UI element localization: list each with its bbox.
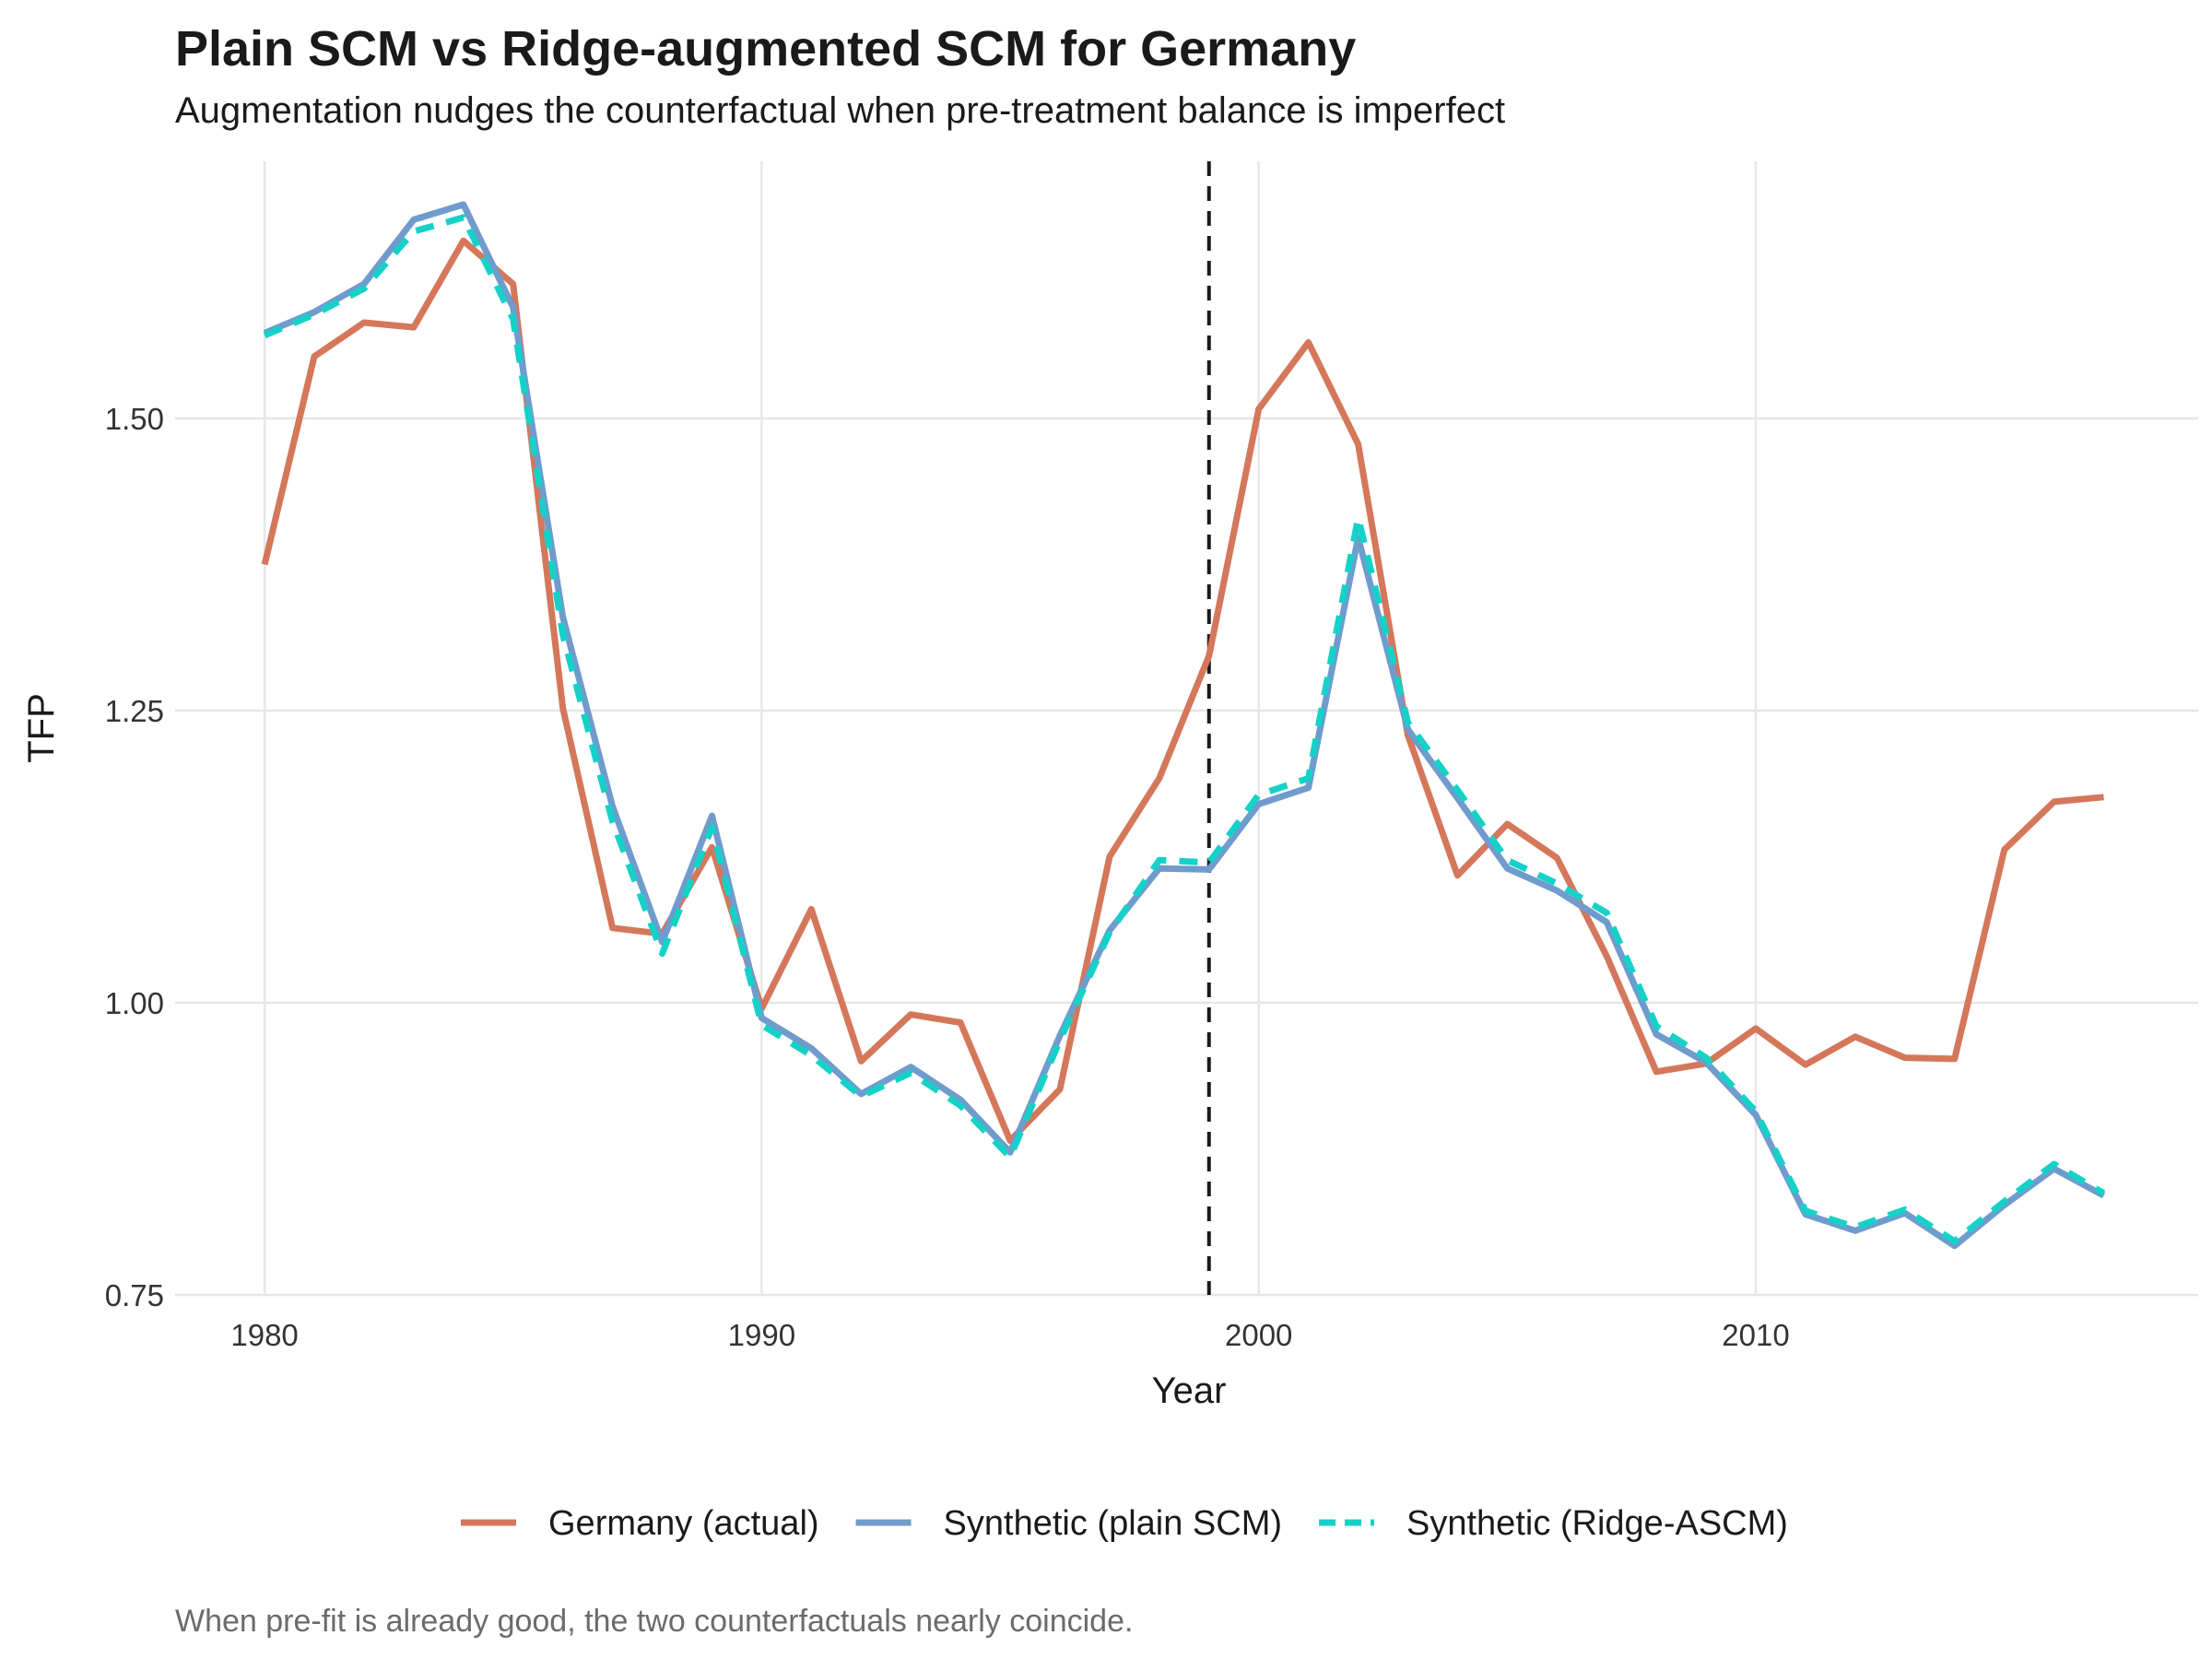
legend: Germany (actual) Synthetic (plain SCM) Syn…	[461, 1504, 1788, 1543]
y-tick-label: 1.50	[105, 402, 164, 436]
grid-lines	[175, 161, 2198, 1297]
x-axis-tick-labels: 1980 1990 2000 2010	[230, 1318, 1789, 1352]
x-tick-label: 1980	[230, 1318, 298, 1352]
x-tick-label: 2000	[1225, 1318, 1292, 1352]
x-tick-label: 1990	[728, 1318, 795, 1352]
legend-label-0: Germany (actual)	[548, 1504, 819, 1543]
y-tick-label: 1.25	[105, 694, 164, 728]
chart-subtitle: Augmentation nudges the counterfactual w…	[175, 90, 1506, 131]
legend-label-2: Synthetic (Ridge-ASCM)	[1406, 1504, 1788, 1543]
series-line-2	[263, 214, 2106, 1245]
y-tick-label: 0.75	[105, 1278, 164, 1312]
series-line-1	[263, 201, 2106, 1250]
x-tick-label: 2010	[1722, 1318, 1789, 1352]
x-axis-title: Year	[1152, 1371, 1227, 1411]
series-line-0	[261, 237, 2104, 1145]
y-axis-tick-labels: 0.75 1.00 1.25 1.50	[105, 402, 164, 1312]
series-lines	[261, 201, 2106, 1250]
y-axis-title: TFP	[21, 693, 62, 763]
legend-label-1: Synthetic (plain SCM)	[944, 1504, 1282, 1543]
y-tick-label: 1.00	[105, 986, 164, 1020]
chart-title: Plain SCM vs Ridge-augmented SCM for Ger…	[175, 21, 1357, 76]
chart-caption: When pre-fit is already good, the two co…	[175, 1604, 1134, 1639]
